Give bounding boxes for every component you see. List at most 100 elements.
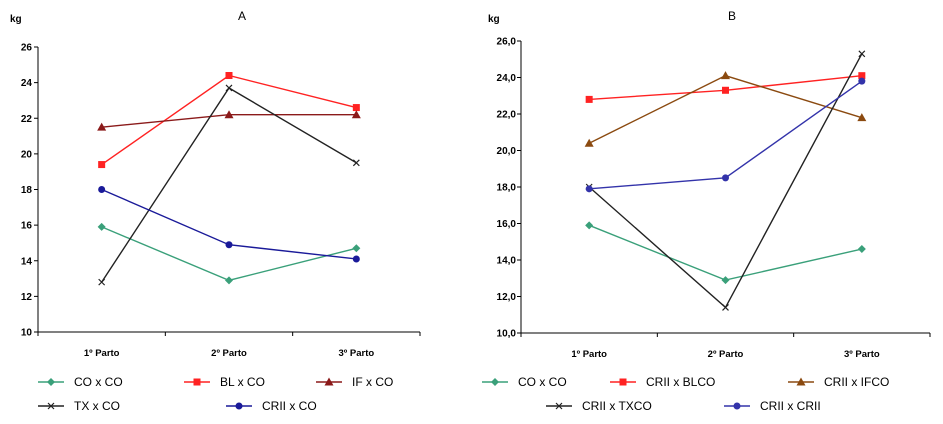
legend-item: CO x CO	[38, 375, 123, 389]
legend-item: IF x CO	[316, 375, 393, 389]
series-crii-x-txco	[585, 50, 866, 311]
legend-marker	[555, 402, 563, 410]
data-point	[722, 86, 729, 94]
legend-label: CRII x BLCO	[646, 375, 715, 389]
y-tick-label: 16	[21, 221, 33, 232]
series-line	[588, 224, 862, 281]
legend-label: CRII x TXCO	[582, 399, 652, 413]
chart-panel-b: 10,0 12,0 14,0 16,0 18,0 20,0 22,0 24,0 26,0 1º P…	[482, 9, 931, 413]
data-point	[721, 276, 730, 285]
legend-marker	[47, 402, 55, 410]
legend-marker	[47, 378, 55, 386]
series-co-x-co	[585, 221, 866, 285]
data-point	[585, 95, 593, 103]
data-point	[585, 221, 594, 230]
y-tick-label: 14	[21, 256, 33, 267]
y-axis-unit-label: kg	[10, 14, 22, 25]
data-point	[352, 244, 361, 253]
series-tx-x-co	[98, 84, 360, 286]
data-point	[224, 110, 234, 119]
data-point	[225, 241, 233, 249]
data-point	[225, 84, 233, 92]
legend-marker	[193, 378, 201, 386]
legend-label: CO x CO	[74, 375, 123, 389]
legend-label: CRII x IFCO	[824, 375, 889, 389]
y-tick-label: 22	[21, 114, 33, 125]
data-point	[585, 185, 593, 193]
series-crii-x-crii	[585, 77, 866, 193]
data-point	[857, 113, 867, 122]
y-tick-label: 10	[21, 328, 33, 339]
legend-label: CRII x CRII	[760, 399, 821, 413]
legend: CO x CO BL x CO IF x CO TX x CO CRII x CO	[38, 375, 393, 413]
legend-marker	[324, 377, 334, 386]
data-point	[98, 278, 106, 286]
data-point	[225, 276, 233, 285]
y-tick-label: 26	[21, 43, 33, 54]
panel-title: B	[728, 9, 736, 23]
legend-item: CO x CO	[482, 375, 567, 389]
legend-marker	[235, 402, 243, 410]
series-crii-x-ifco	[584, 71, 867, 147]
data-point	[97, 222, 106, 231]
data-point	[721, 71, 730, 80]
data-point	[857, 245, 866, 254]
data-point	[352, 255, 360, 263]
legend-label: CRII x CO	[262, 399, 317, 413]
y-tick-label: 22,0	[497, 110, 517, 121]
data-point	[98, 186, 106, 193]
series-co-x-co	[97, 222, 361, 285]
data-point	[352, 159, 360, 167]
y-tick-label: 20,0	[497, 146, 517, 157]
panel-title: A	[238, 9, 246, 23]
data-point	[352, 104, 360, 112]
legend-marker	[619, 378, 627, 386]
legend-item: CRII x BLCO	[610, 375, 715, 389]
series-if-x-co	[97, 110, 361, 131]
data-point	[722, 304, 729, 311]
y-axis-unit-label: kg	[488, 14, 500, 25]
legend-item: CRII x TXCO	[546, 399, 652, 413]
x-tick-label: 1º Parto	[571, 349, 607, 360]
y-tick-label: 12,0	[497, 292, 517, 303]
y-tick-label: 12	[21, 292, 33, 303]
y-tick-label: 10,0	[497, 329, 517, 340]
data-point	[858, 77, 866, 85]
data-point	[98, 161, 106, 169]
y-tick-label: 16,0	[497, 219, 517, 230]
data-point	[858, 50, 866, 58]
data-point	[225, 72, 233, 79]
legend-item: CRII x CO	[226, 399, 317, 413]
legend-item: TX x CO	[38, 399, 120, 413]
legend-item: BL x CO	[184, 375, 265, 389]
data-point	[858, 72, 866, 80]
y-tick-label: 20	[21, 149, 33, 160]
legend-label: CO x CO	[518, 375, 567, 389]
legend-item: CRII x CRII	[724, 399, 821, 413]
data-point	[351, 110, 361, 119]
legend-marker	[491, 378, 499, 386]
x-tick-label: 2º Parto	[708, 349, 744, 360]
series-line	[101, 226, 357, 282]
x-tick-label: 3º Parto	[338, 348, 374, 359]
legend-label: BL x CO	[220, 375, 265, 389]
series-crii-x-blco	[585, 72, 866, 103]
series-crii-x-co	[98, 186, 360, 263]
data-point	[97, 122, 107, 131]
y-tick-label: 24	[21, 78, 33, 89]
data-point	[722, 174, 729, 182]
legend-label: IF x CO	[352, 375, 393, 389]
x-tick-label: 1º Parto	[84, 348, 120, 359]
x-tick-label: 3º Parto	[844, 349, 880, 360]
y-tick-label: 26,0	[497, 37, 517, 48]
legend-marker	[733, 402, 741, 410]
y-tick-label: 18	[21, 185, 33, 196]
y-tick-label: 18,0	[497, 183, 517, 194]
y-tick-label: 14,0	[497, 256, 517, 267]
series-bl-x-co	[98, 72, 360, 169]
data-point	[584, 138, 594, 147]
y-tick-label: 24,0	[497, 73, 517, 84]
legend-item: CRII x IFCO	[788, 375, 889, 389]
